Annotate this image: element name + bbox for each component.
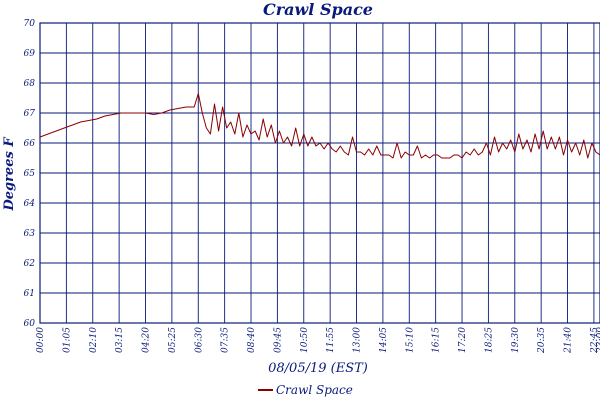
x-axis-label: 08/05/19 (EST) — [268, 361, 368, 376]
x-tick-label: 18:25 — [484, 327, 494, 353]
chart-title: Crawl Space — [263, 0, 373, 19]
x-tick-label: 05:25 — [168, 327, 178, 353]
x-tick-label: 08:40 — [247, 327, 257, 353]
y-tick-label: 61 — [24, 289, 35, 299]
x-tick-label: 04:20 — [142, 327, 152, 353]
x-tick-label: 19:30 — [511, 327, 521, 353]
series-line-crawl-space — [39, 93, 600, 159]
y-tick-label: 70 — [24, 19, 36, 29]
x-tick-label: 15:10 — [405, 327, 415, 353]
y-tick-label: 63 — [24, 229, 36, 239]
x-tick-label: 00:00 — [36, 327, 46, 353]
x-tick-label: 07:35 — [221, 327, 231, 353]
x-tick-label: 13:00 — [353, 327, 363, 353]
x-tick-label: 21:40 — [564, 327, 574, 354]
x-tick-label: 23:00 — [596, 327, 600, 354]
y-axis-label: Degrees F — [2, 137, 17, 212]
y-tick-labels: 60 61 62 63 64 65 66 67 68 69 70 — [24, 19, 36, 329]
y-tick-label: 62 — [24, 259, 36, 269]
x-tick-label: 01:05 — [62, 327, 72, 353]
legend: Crawl Space — [258, 383, 353, 397]
legend-label-crawl-space: Crawl Space — [276, 383, 353, 397]
x-tick-labels: 00:00 01:05 02:10 03:15 04:20 05:25 06:30 07:35… — [36, 327, 600, 354]
y-tick-label: 69 — [24, 49, 36, 59]
plot-area: 60 61 62 63 64 65 66 67 68 69 70 00:00 01:05 02:10 03… — [24, 19, 600, 354]
x-tick-label: 14:05 — [379, 327, 389, 353]
x-tick-label: 09:45 — [273, 327, 283, 353]
series-layer — [39, 93, 600, 159]
x-tick-label: 03:15 — [115, 327, 125, 353]
x-tick-label: 16:15 — [432, 327, 442, 353]
y-tick-label: 64 — [24, 199, 36, 209]
y-tick-label: 65 — [24, 169, 36, 179]
x-tick-label: 02:10 — [89, 327, 99, 353]
y-tick-label: 66 — [24, 139, 36, 149]
y-tick-label: 67 — [24, 109, 36, 119]
x-tick-label: 10:50 — [300, 327, 310, 353]
y-tick-label: 60 — [24, 319, 36, 329]
x-tick-label: 22:45 — [590, 327, 600, 354]
x-tick-label: 17:20 — [458, 327, 468, 353]
x-tick-label: 11:55 — [326, 327, 336, 353]
x-tick-label: 06:30 — [194, 327, 204, 353]
y-tick-label: 68 — [24, 79, 36, 89]
x-tick-label: 20:35 — [537, 327, 547, 354]
